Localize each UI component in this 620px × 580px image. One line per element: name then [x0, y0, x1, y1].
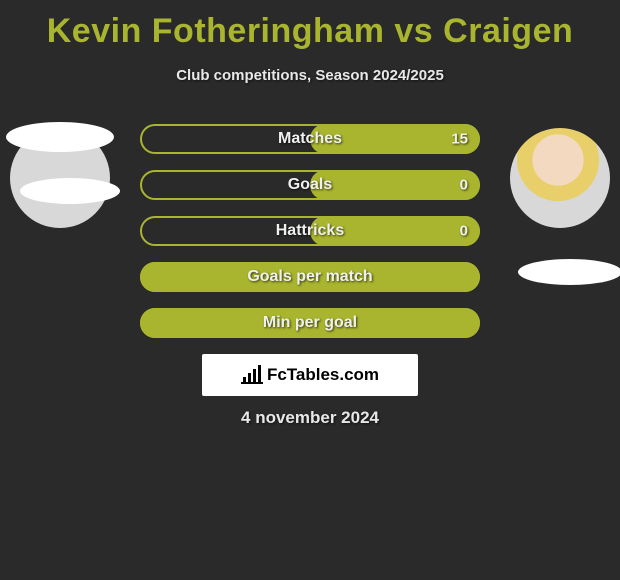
stat-bar-row: Goals per match	[140, 262, 480, 292]
stat-bar-label: Goals per match	[140, 268, 480, 286]
stat-bar-label: Hattricks	[140, 222, 480, 240]
comparison-subtitle: Club competitions, Season 2024/2025	[0, 67, 620, 84]
stat-bar-label: Min per goal	[140, 314, 480, 332]
stat-bar-row: Matches15	[140, 124, 480, 154]
decor-ellipse	[20, 178, 120, 204]
stat-bars: Matches15Goals0Hattricks0Goals per match…	[140, 124, 480, 354]
comparison-title: Kevin Fotheringham vs Craigen	[0, 0, 620, 51]
bar-chart-icon	[241, 366, 263, 384]
site-logo: FcTables.com	[202, 354, 418, 396]
decor-ellipse	[6, 122, 114, 152]
stat-bar-value-right: 15	[451, 131, 468, 148]
stat-bar-value-right: 0	[460, 177, 468, 194]
stat-bar-row: Min per goal	[140, 308, 480, 338]
stat-bar-row: Goals0	[140, 170, 480, 200]
stat-bar-label: Matches	[140, 130, 480, 148]
player-right-avatar	[510, 128, 610, 228]
decor-ellipse	[518, 259, 620, 285]
logo-text: FcTables.com	[267, 365, 379, 385]
stat-bar-label: Goals	[140, 176, 480, 194]
stat-bar-value-right: 0	[460, 223, 468, 240]
snapshot-date: 4 november 2024	[0, 408, 620, 428]
stat-bar-row: Hattricks0	[140, 216, 480, 246]
